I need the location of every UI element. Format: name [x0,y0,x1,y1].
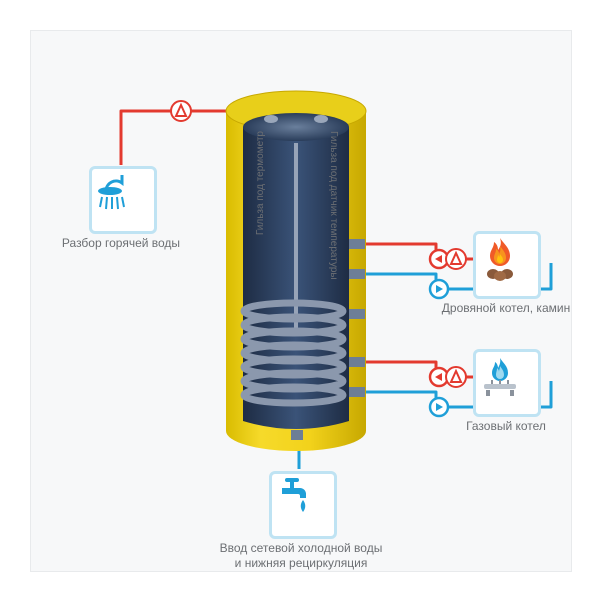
diagram-panel: Разбор горячей воды Дровяной котел, ками… [30,30,572,572]
gas-icon [473,349,541,417]
label-thermo: Гильза под термометр [255,131,266,235]
label-wood: Дровяной котел, камин [441,301,571,316]
tank [226,91,366,451]
label-cold-1: Ввод сетевой холодной воды [191,541,411,556]
label-sensor: Гильза под датчик температуры [328,131,339,280]
fire-icon [473,231,541,299]
label-cold-2: и нижняя рециркуляция [191,556,411,571]
label-hot-water: Разбор горячей воды [51,236,191,251]
shower-icon [89,166,157,234]
label-gas: Газовый котел [451,419,561,434]
tap-icon [269,471,337,539]
